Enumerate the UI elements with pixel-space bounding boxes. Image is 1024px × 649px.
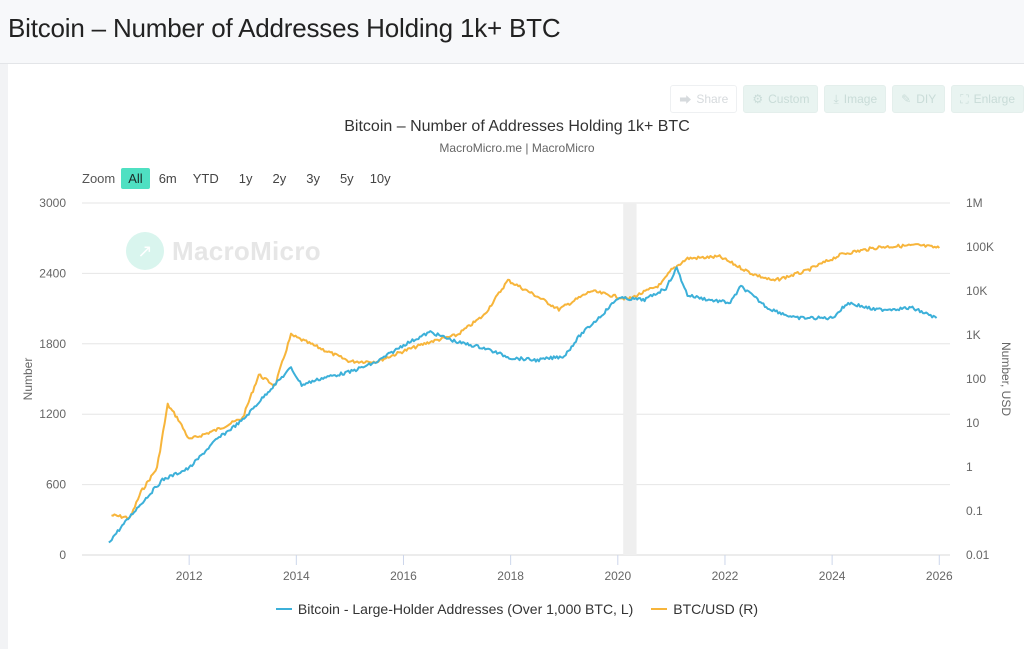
expand-icon: ⛶ (960, 91, 969, 106)
legend-item-btcusd[interactable]: BTC/USD (R) (651, 601, 758, 617)
y-left-tick-label: 600 (46, 478, 66, 492)
pencil-icon: ✎ (901, 92, 912, 106)
zoom-10y-button[interactable]: 10y (369, 171, 391, 186)
y-right-tick-label: 0.1 (966, 504, 983, 518)
series-line-addresses (108, 266, 938, 544)
y-right-tick-label: 1M (966, 196, 983, 210)
y-right-tick-label: 10 (966, 416, 980, 430)
legend-label-btcusd: BTC/USD (R) (673, 601, 759, 617)
legend-swatch-btcusd (651, 608, 668, 610)
series-line-btcusd (111, 243, 941, 520)
y-axis-right: 0.01 0.1 1 10 100 1K 10K 100K 1M (966, 196, 994, 562)
zoom-ytd-button[interactable]: YTD (192, 171, 219, 186)
y-left-tick-label: 1200 (39, 407, 66, 421)
download-icon: ⤓ (833, 91, 839, 106)
x-tick-label: 2014 (283, 569, 310, 583)
y-left-tick-label: 1800 (39, 337, 66, 351)
shaded-regions (623, 203, 637, 555)
x-tick-label: 2018 (497, 569, 524, 583)
y-left-tick-label: 0 (59, 548, 66, 562)
chart-toolbar: ⮕ Share ⚙ Custom ⤓ Image ✎ DIY ⛶ Enlarge (670, 85, 1024, 113)
x-tick-label: 2024 (819, 569, 846, 583)
share-icon: ⮕ (679, 92, 692, 107)
y-left-tick-label: 3000 (39, 196, 66, 210)
zoom-2y-button[interactable]: 2y (272, 171, 287, 186)
macromicro-logo-icon: ↗ (126, 232, 164, 270)
legend-swatch-addresses (275, 608, 292, 610)
zoom-range-selector: Zoom All 6m YTD 1y 2y 3y 5y 10y (82, 168, 400, 189)
enlarge-label: Enlarge (973, 92, 1015, 106)
share-label: Share (696, 92, 729, 106)
series-lines (108, 243, 941, 544)
share-button[interactable]: ⮕ Share (670, 85, 738, 113)
y-right-tick-label: 1 (966, 460, 973, 474)
page-header: Bitcoin – Number of Addresses Holding 1k… (0, 0, 1024, 64)
custom-button[interactable]: ⚙ Custom (743, 85, 819, 113)
x-tick-label: 2026 (926, 569, 953, 583)
x-tick-label: 2012 (176, 569, 203, 583)
x-tick-label: 2022 (712, 569, 739, 583)
zoom-1y-button[interactable]: 1y (238, 171, 253, 186)
image-label: Image (843, 92, 878, 106)
legend: Bitcoin - Large-Holder Addresses (Over 1… (0, 601, 1024, 617)
chart-card (8, 64, 1024, 649)
legend-item-addresses[interactable]: Bitcoin - Large-Holder Addresses (Over 1… (275, 601, 634, 617)
page-title: Bitcoin – Number of Addresses Holding 1k… (8, 13, 561, 43)
y-right-tick-label: 10K (966, 284, 987, 298)
y-right-tick-label: 100 (966, 372, 986, 386)
grid-lines (82, 202, 950, 556)
y-right-tick-label: 1K (966, 328, 981, 342)
chart-subtitle: MacroMicro.me | MacroMicro (439, 141, 595, 155)
zoom-5y-button[interactable]: 5y (339, 171, 354, 186)
x-tick-label: 2020 (604, 569, 631, 583)
diy-label: DIY (916, 92, 937, 106)
y-axis-right-label: Number, USD (999, 342, 1013, 416)
zoom-all-button[interactable]: All (121, 168, 150, 189)
enlarge-button[interactable]: ⛶ Enlarge (951, 85, 1024, 113)
y-left-tick-label: 2400 (39, 266, 66, 280)
left-gutter (0, 64, 8, 649)
watermark-text: MacroMicro (172, 235, 321, 266)
x-tick-label: 2016 (390, 569, 417, 583)
gear-icon: ⚙ (752, 92, 764, 106)
legend-label-addresses: Bitcoin - Large-Holder Addresses (Over 1… (297, 601, 634, 617)
custom-label: Custom (768, 92, 810, 106)
y-right-tick-label: 100K (966, 240, 994, 254)
x-axis: 2012 2014 2016 2018 2020 2022 2024 2026 (176, 555, 953, 583)
watermark: ↗ MacroMicro (126, 232, 321, 270)
y-right-tick-label: 0.01 (966, 548, 990, 562)
zoom-6m-button[interactable]: 6m (158, 171, 177, 186)
shaded-region (623, 203, 637, 555)
zoom-3y-button[interactable]: 3y (306, 171, 320, 186)
y-axis-left: 0 600 1200 1800 2400 3000 (39, 196, 66, 562)
chart-title: Bitcoin – Number of Addresses Holding 1k… (344, 118, 690, 135)
image-button[interactable]: ⤓ Image (824, 85, 887, 113)
zoom-label: Zoom (82, 171, 116, 186)
y-axis-left-label: Number (21, 358, 35, 401)
diy-button[interactable]: ✎ DIY (892, 85, 946, 113)
